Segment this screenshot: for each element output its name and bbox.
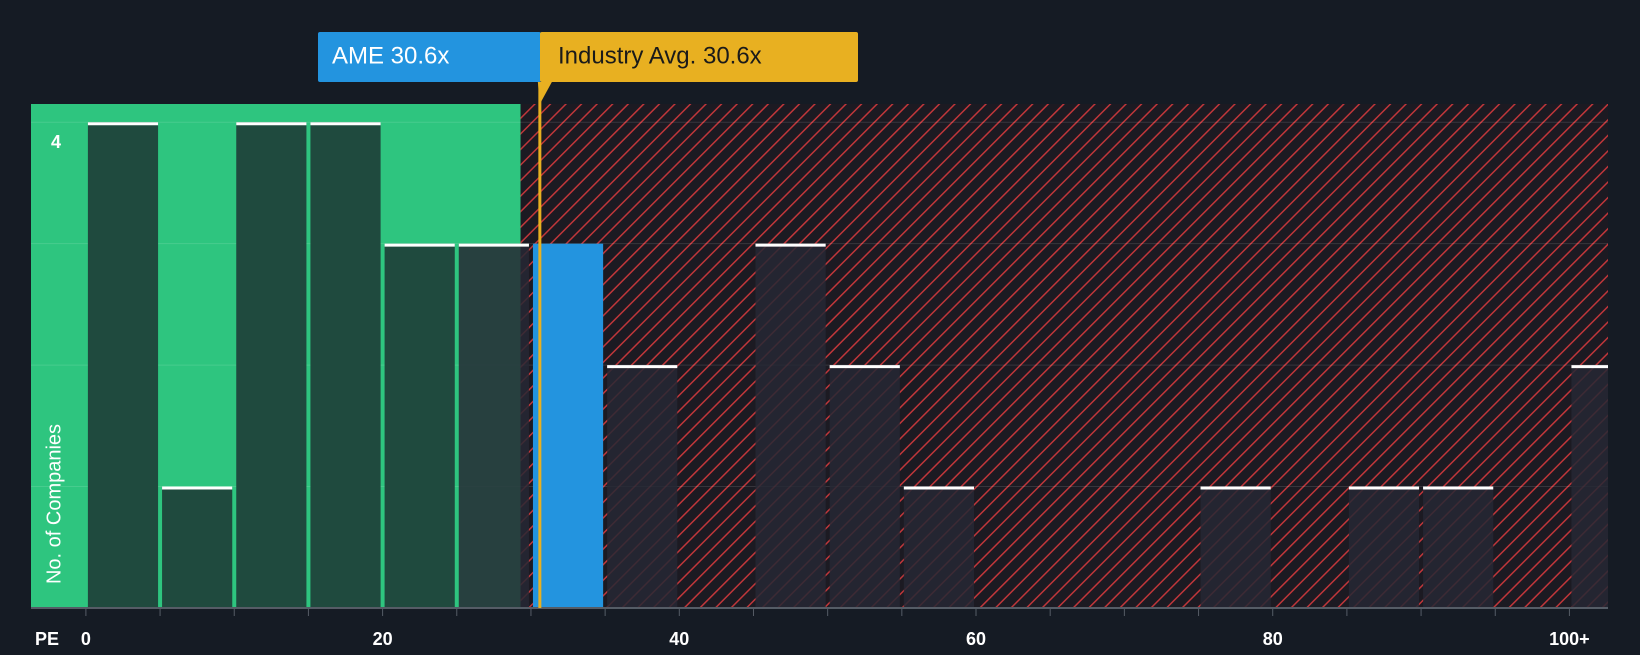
bar [829, 365, 900, 608]
bar [1571, 365, 1608, 608]
bar [903, 486, 975, 608]
bar [236, 122, 307, 608]
x-tick-label: 40 [669, 629, 689, 649]
industry-pointer [537, 82, 552, 104]
bar [755, 243, 826, 608]
x-tick-label: 60 [966, 629, 986, 649]
x-tick-label: 80 [1263, 629, 1283, 649]
x-tick-label: 20 [373, 629, 393, 649]
x-tick-label: 100+ [1549, 629, 1590, 649]
bar [607, 365, 678, 608]
bar [87, 122, 159, 608]
bar [532, 243, 604, 608]
bar [1423, 486, 1494, 608]
y-tick-label: 4 [51, 132, 61, 152]
bar [1200, 486, 1271, 608]
subject-label-box [318, 32, 541, 82]
bar [1348, 486, 1420, 608]
x-tick-label: 0 [81, 629, 91, 649]
bar [384, 243, 455, 608]
bar [458, 243, 529, 608]
y-axis-label: No. of Companies [43, 424, 65, 584]
bars [87, 122, 1608, 608]
subject-label: AME 30.6x [332, 42, 449, 69]
industry-label: Industry Avg. 30.6x [558, 42, 762, 69]
industry-label-box [540, 32, 858, 82]
bar [162, 486, 233, 608]
x-axis-label: PE [35, 629, 59, 649]
bar [310, 122, 381, 608]
